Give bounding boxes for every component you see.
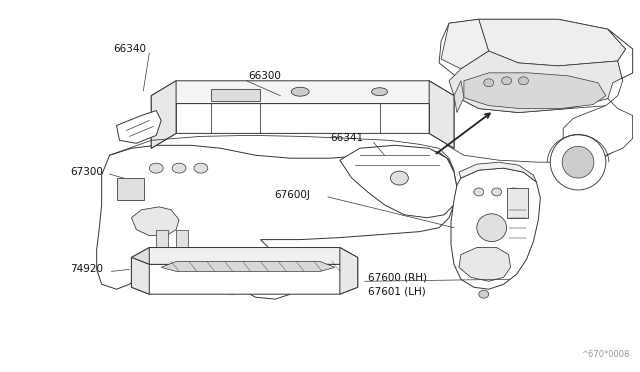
- Polygon shape: [211, 89, 260, 101]
- Polygon shape: [151, 104, 454, 148]
- Circle shape: [550, 134, 606, 190]
- Polygon shape: [193, 257, 259, 294]
- Bar: [156, 230, 168, 247]
- Polygon shape: [340, 247, 358, 294]
- Polygon shape: [464, 73, 606, 109]
- Bar: [176, 230, 188, 247]
- Bar: [116, 178, 145, 200]
- Ellipse shape: [509, 188, 518, 196]
- Ellipse shape: [172, 163, 186, 173]
- Ellipse shape: [149, 163, 163, 173]
- Text: 67601 (LH): 67601 (LH): [367, 286, 426, 296]
- Polygon shape: [459, 247, 511, 281]
- Ellipse shape: [194, 163, 208, 173]
- Ellipse shape: [484, 79, 493, 87]
- Bar: [507, 188, 529, 218]
- Text: 67600J: 67600J: [275, 190, 310, 200]
- Text: 66300: 66300: [248, 71, 282, 81]
- Polygon shape: [131, 247, 149, 264]
- Ellipse shape: [474, 188, 484, 196]
- Text: 67600 (RH): 67600 (RH): [367, 272, 427, 282]
- Polygon shape: [479, 19, 626, 66]
- Polygon shape: [563, 29, 633, 158]
- Polygon shape: [116, 110, 161, 143]
- Polygon shape: [97, 145, 457, 299]
- Polygon shape: [439, 19, 633, 89]
- Ellipse shape: [479, 290, 489, 298]
- Polygon shape: [449, 51, 623, 113]
- Text: 74920: 74920: [70, 264, 103, 275]
- Polygon shape: [131, 257, 358, 294]
- Ellipse shape: [262, 274, 278, 288]
- Polygon shape: [131, 257, 149, 294]
- Ellipse shape: [390, 171, 408, 185]
- Polygon shape: [151, 81, 454, 119]
- Polygon shape: [451, 168, 540, 289]
- Polygon shape: [441, 96, 620, 162]
- Ellipse shape: [477, 214, 507, 241]
- Ellipse shape: [291, 87, 309, 96]
- Circle shape: [562, 146, 594, 178]
- Ellipse shape: [492, 188, 502, 196]
- Polygon shape: [459, 162, 536, 182]
- Polygon shape: [151, 81, 176, 148]
- Polygon shape: [131, 247, 358, 264]
- Polygon shape: [340, 145, 457, 218]
- Text: 66340: 66340: [113, 44, 147, 54]
- Text: ^670*0008: ^670*0008: [581, 350, 630, 359]
- Polygon shape: [161, 262, 335, 271]
- Text: 67300: 67300: [70, 167, 103, 177]
- Polygon shape: [441, 19, 489, 69]
- Polygon shape: [429, 81, 454, 148]
- Text: 66341: 66341: [330, 133, 363, 143]
- Ellipse shape: [518, 77, 529, 85]
- Polygon shape: [131, 207, 179, 235]
- Polygon shape: [454, 81, 464, 113]
- Ellipse shape: [372, 88, 387, 96]
- Ellipse shape: [502, 77, 511, 85]
